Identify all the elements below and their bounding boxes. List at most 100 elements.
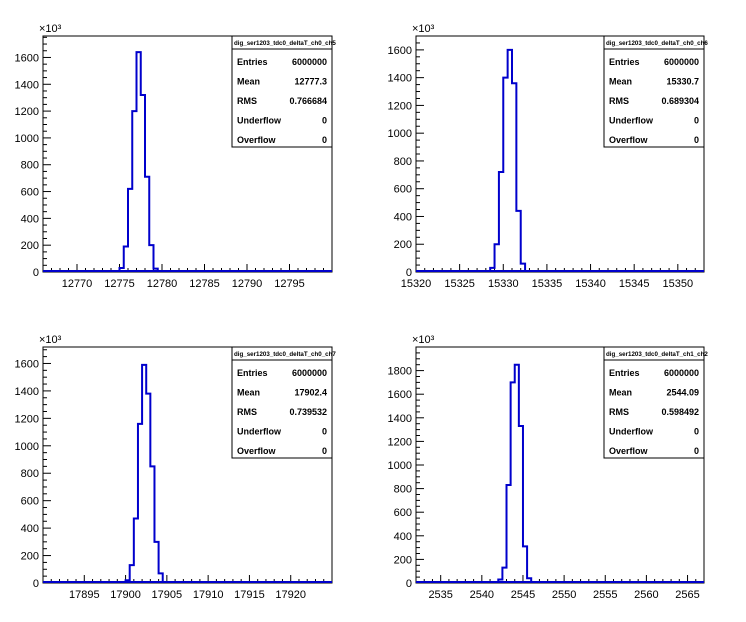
x-tick-label: 15325 xyxy=(444,278,475,290)
y-tick-label: 200 xyxy=(394,239,412,251)
x-tick-label: 2555 xyxy=(593,589,617,601)
x-tick-label: 17900 xyxy=(110,589,141,601)
y-tick-label: 1200 xyxy=(15,413,39,425)
x-tick-label: 12770 xyxy=(62,278,93,290)
stats-value: 0 xyxy=(694,446,699,456)
x-tick-label: 12795 xyxy=(274,278,305,290)
stats-value: 0.766684 xyxy=(289,96,327,106)
stats-value: 6000000 xyxy=(664,368,699,378)
y-tick-label: 1800 xyxy=(388,366,412,378)
x-tick-label: 15350 xyxy=(663,278,694,290)
stats-value: 6000000 xyxy=(292,57,327,67)
stats-box: dig_ser1203_tdc0_deltaT_ch1_ch2 Entries 60… xyxy=(603,346,708,459)
y-tick-label: 1400 xyxy=(388,413,412,425)
stats-box-frame xyxy=(603,346,705,459)
x-tick-label: 12790 xyxy=(232,278,263,290)
y-tick-label: 1200 xyxy=(388,436,412,448)
y-tick-label: 600 xyxy=(394,184,412,196)
stats-value: 0 xyxy=(322,446,327,456)
stats-value: 0 xyxy=(694,427,699,437)
histogram-outline xyxy=(489,48,527,272)
x-tick-label: 15330 xyxy=(488,278,519,290)
histogram-panel-2: 0 200 400 600 800 1000 1200 1400 1600×10³ 15320 15… xyxy=(388,23,709,290)
stats-value: 0 xyxy=(694,135,699,145)
y-tick-label: 400 xyxy=(21,523,39,535)
y-exponent-label: ×10³ xyxy=(39,334,62,346)
y-tick-label: 800 xyxy=(21,160,39,172)
stats-label: Mean xyxy=(237,77,260,87)
stats-label: Mean xyxy=(237,388,260,398)
stats-value: 0 xyxy=(322,135,327,145)
x-tick-label: 2535 xyxy=(428,589,452,601)
stats-label: Overflow xyxy=(609,446,649,456)
stats-value: 17902.4 xyxy=(294,388,327,398)
y-tick-label: 800 xyxy=(394,156,412,168)
stats-value: 0 xyxy=(322,116,327,126)
stats-label: Entries xyxy=(609,57,640,67)
stats-label: Underflow xyxy=(609,116,654,126)
x-tick-label: 17920 xyxy=(275,589,306,601)
stats-label: Entries xyxy=(609,368,640,378)
y-exponent-label: ×10³ xyxy=(39,23,62,35)
y-tick-label: 1600 xyxy=(388,389,412,401)
stats-box-title: dig_ser1203_tdc0_deltaT_ch0_ch7 xyxy=(234,351,336,358)
y-exponent-label: ×10³ xyxy=(412,23,435,35)
x-tick-label: 15320 xyxy=(401,278,432,290)
stats-box: dig_ser1203_tdc0_deltaT_ch0_ch7 Entries 60… xyxy=(231,346,336,459)
histogram-panel-1: 0 200 400 600 800 1000 1200 1400 1600 ×10³ 12770 12… xyxy=(15,23,337,290)
stats-label: Overflow xyxy=(237,446,277,456)
y-tick-label: 1600 xyxy=(388,45,412,57)
histogram-outline xyxy=(124,363,164,583)
histogram-outline xyxy=(497,363,533,583)
stats-label: RMS xyxy=(237,96,257,106)
stats-box-frame xyxy=(603,35,705,148)
y-tick-label: 400 xyxy=(394,531,412,543)
y-tick-label: 400 xyxy=(21,213,39,225)
y-tick-label: 1400 xyxy=(15,386,39,398)
y-tick-label: 400 xyxy=(394,211,412,223)
stats-label: RMS xyxy=(237,407,257,417)
y-tick-label: 200 xyxy=(394,554,412,566)
stats-label: Mean xyxy=(609,388,632,398)
stats-label: Overflow xyxy=(609,135,649,145)
stats-box-title: dig_ser1203_tdc0_deltaT_ch0_ch6 xyxy=(606,40,708,47)
y-tick-label: 600 xyxy=(394,507,412,519)
stats-value: 6000000 xyxy=(292,368,327,378)
x-tick-label: 12780 xyxy=(147,278,178,290)
x-tick-label: 2550 xyxy=(552,589,576,601)
y-tick-label: 1200 xyxy=(15,106,39,118)
y-tick-label: 1400 xyxy=(15,79,39,91)
y-tick-label: 800 xyxy=(394,484,412,496)
stats-box-title: dig_ser1203_tdc0_deltaT_ch0_ch5 xyxy=(234,40,336,47)
y-tick-label: 0 xyxy=(406,578,412,590)
y-tick-label: 0 xyxy=(406,267,412,279)
stats-value: 0 xyxy=(694,116,699,126)
x-tick-label: 15335 xyxy=(532,278,563,290)
y-tick-label: 1400 xyxy=(388,73,412,85)
stats-box-title: dig_ser1203_tdc0_deltaT_ch1_ch2 xyxy=(606,351,708,358)
stats-label: Mean xyxy=(609,77,632,87)
y-tick-label: 1600 xyxy=(15,52,39,64)
stats-value: 0.689304 xyxy=(661,96,699,106)
histogram-outline xyxy=(118,51,159,272)
x-tick-label: 17915 xyxy=(234,589,265,601)
x-tick-label: 17910 xyxy=(193,589,224,601)
x-tick-label: 2545 xyxy=(511,589,535,601)
stats-label: RMS xyxy=(609,407,629,417)
y-tick-label: 600 xyxy=(21,187,39,199)
stats-label: Entries xyxy=(237,57,268,67)
stats-label: Underflow xyxy=(609,427,654,437)
x-tick-label: 2560 xyxy=(634,589,658,601)
y-tick-label: 600 xyxy=(21,496,39,508)
histogram-panel-3: 0 200 400 600 800 1000 1200 1400 1600×10³ 17895 17… xyxy=(15,334,337,601)
stats-label: Overflow xyxy=(237,135,277,145)
x-tick-label: 15345 xyxy=(619,278,650,290)
histogram-panel-4: 0 200 400 600 800 1000 1200 1400 1600 1800 ×10³ 253… xyxy=(388,334,709,601)
y-tick-label: 800 xyxy=(21,468,39,480)
stats-value: 2544.09 xyxy=(666,388,699,398)
stats-value: 6000000 xyxy=(664,57,699,67)
y-tick-label: 1200 xyxy=(388,100,412,112)
y-tick-label: 1000 xyxy=(388,128,412,140)
y-tick-label: 200 xyxy=(21,551,39,563)
y-tick-label: 1000 xyxy=(15,441,39,453)
